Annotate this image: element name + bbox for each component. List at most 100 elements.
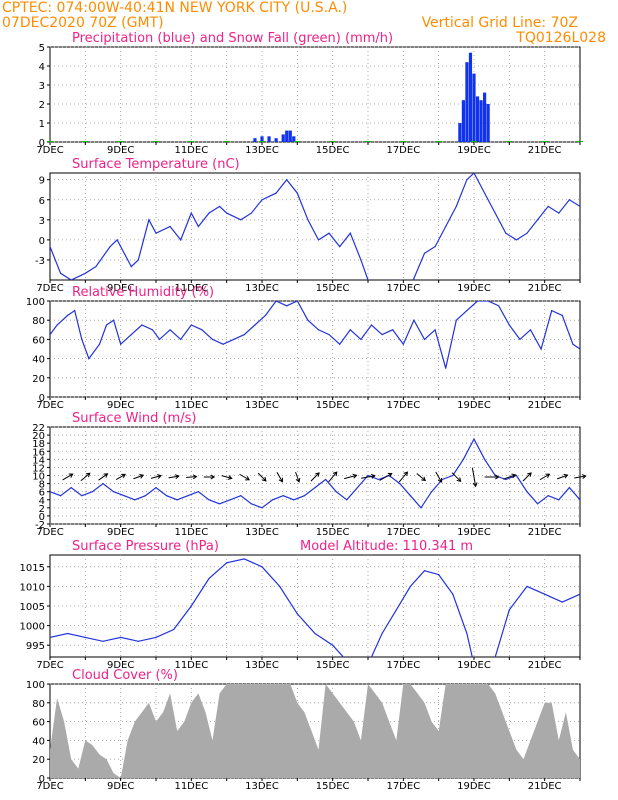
data-point: [317, 329, 320, 331]
x-tick-label: 9DEC: [107, 781, 134, 792]
data-point: [399, 482, 401, 485]
data-point: [307, 219, 309, 221]
data-point: [261, 566, 263, 568]
wind-arrow: [574, 474, 587, 479]
data-point: [243, 334, 245, 336]
data-point: [413, 319, 415, 321]
data-point: [360, 259, 362, 261]
data-point: [339, 245, 341, 248]
panel-title: Relative Humidity (%): [72, 285, 214, 300]
x-tick-label: 15DEC: [316, 283, 350, 294]
data-point: [197, 225, 199, 228]
data-point: [240, 219, 242, 221]
x-tick-label: 21DEC: [528, 781, 562, 792]
x-tick-label: 7DEC: [36, 527, 63, 538]
data-point: [346, 499, 348, 501]
data-point: [434, 245, 436, 248]
data-point: [360, 338, 362, 340]
y-tick-label: 20: [32, 374, 45, 385]
data-point: [173, 628, 175, 631]
data-point: [349, 232, 351, 234]
y-tick-label: 1: [39, 119, 45, 130]
data-point: [476, 301, 479, 302]
y-tick-label: 3: [39, 81, 45, 92]
data-point: [296, 192, 298, 194]
snowfall-bar: [365, 141, 371, 142]
y-tick-label: 60: [32, 718, 45, 729]
precip-bar: [288, 130, 292, 142]
x-tick-label: 13DEC: [245, 145, 279, 156]
y-tick-label: -3: [35, 256, 45, 267]
data-point: [264, 314, 267, 316]
y-tick-label: 22: [32, 423, 45, 434]
data-point: [526, 232, 528, 234]
x-tick-label: 19DEC: [457, 781, 491, 792]
panel-4: 7DEC 9DEC 11DEC 13DEC 15DEC 17DEC 19DEC 21DEC 99…: [20, 539, 581, 671]
x-tick-label: 13DEC: [245, 283, 279, 294]
data-point: [335, 491, 337, 493]
wind-arrow: [379, 472, 393, 481]
y-tick-label: 14: [32, 455, 45, 466]
data-point: [120, 636, 122, 638]
snowfall-bar: [435, 141, 442, 142]
x-tick-label: 15DEC: [316, 400, 350, 411]
data-point: [222, 343, 224, 345]
cloud-area: [50, 684, 580, 778]
data-point: [526, 491, 528, 493]
y-tick-label: 20: [32, 755, 45, 766]
header-grid-line: Vertical Grid Line: 70Z: [422, 15, 578, 31]
y-tick-label: 0: [39, 512, 45, 523]
data-point: [515, 474, 518, 477]
data-point: [50, 334, 51, 336]
data-point: [342, 656, 344, 657]
precip-bar: [475, 96, 480, 142]
wind-arrow: [203, 474, 216, 480]
y-tick-label: 9: [39, 176, 45, 187]
data-point: [120, 343, 122, 345]
x-tick-label: 13DEC: [245, 400, 279, 411]
snowfall-bar: [153, 141, 159, 142]
data-point: [438, 574, 440, 576]
data-point: [130, 334, 132, 336]
panel-5: 7DEC 9DEC 11DEC 13DEC 15DEC 17DEC 19DEC 21DEC 0 2…: [26, 668, 581, 792]
plot-frame: [49, 172, 581, 281]
snowfall-bar: [294, 141, 301, 142]
precip-bar: [486, 104, 490, 142]
panel-title: Surface Wind (m/s): [72, 411, 196, 426]
data-point: [547, 495, 549, 497]
data-point: [568, 199, 571, 201]
panel-2: 7DEC 9DEC 11DEC 13DEC 15DEC 17DEC 19DEC 21DEC 0 2…: [26, 285, 581, 411]
y-tick-label: 100: [26, 297, 45, 308]
y-tick-label: 1005: [20, 602, 45, 613]
wind-arrow: [328, 471, 338, 483]
data-point: [197, 491, 199, 493]
y-tick-label: 20: [32, 431, 45, 442]
wind-arrow: [344, 473, 358, 480]
data-point: [519, 338, 521, 340]
data-point: [102, 482, 104, 485]
x-tick-label: 7DEC: [36, 283, 63, 294]
data-point: [166, 495, 168, 497]
x-tick-label: 17DEC: [386, 660, 420, 671]
precip-bar: [472, 73, 476, 142]
data-point: [50, 636, 51, 638]
data-point: [50, 245, 51, 248]
data-point: [505, 232, 507, 234]
y-tick-label: 1015: [20, 563, 45, 574]
data-point: [84, 636, 86, 638]
precip-bar: [267, 136, 271, 142]
y-tick-label: 0: [39, 393, 45, 404]
panel-title: Surface Pressure (hPa): [72, 539, 219, 554]
data-point: [558, 499, 560, 501]
y-tick-label: 1000: [20, 622, 45, 633]
y-tick-label: 12: [32, 463, 45, 474]
x-tick-label: 9DEC: [107, 283, 134, 294]
x-tick-label: 19DEC: [457, 527, 491, 538]
snowfall-bar: [541, 141, 548, 142]
data-point: [208, 577, 210, 580]
data-point: [176, 499, 178, 501]
x-tick-label: 7DEC: [36, 781, 63, 792]
data-point: [367, 474, 369, 477]
data-point: [88, 358, 90, 360]
data-point: [293, 499, 295, 501]
